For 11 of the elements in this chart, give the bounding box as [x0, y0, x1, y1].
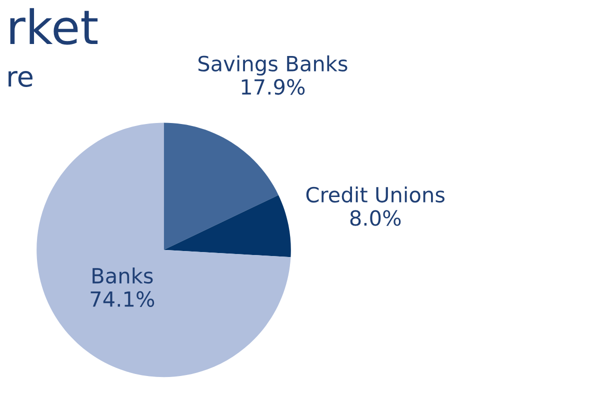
- pie-slice: [164, 122, 278, 250]
- pie-slice: [164, 195, 291, 258]
- slice-label: Banks: [92, 267, 153, 284]
- slice-label: Savings Banks: [198, 55, 348, 76]
- chart-title: rket: [10, 8, 98, 45]
- slice-label: Credit Unions: [306, 186, 444, 203]
- pie-slice: [36, 122, 291, 378]
- data-label: 8.0%: [350, 210, 401, 226]
- data-label: 17.9%: [242, 79, 305, 95]
- data-label: 74.1%: [90, 291, 154, 307]
- chart-subtitle: re: [8, 70, 32, 87]
